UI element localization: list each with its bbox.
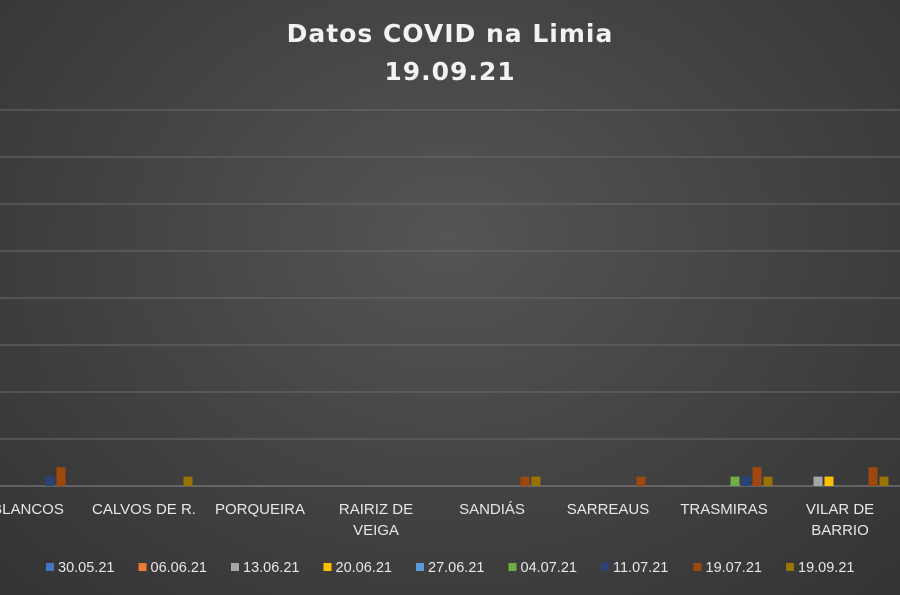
bar	[520, 476, 530, 486]
category-label: VEIGA	[353, 522, 399, 539]
legend-swatch	[138, 563, 147, 571]
category-label: TRASMIRAS	[680, 501, 768, 518]
legend-label: 06.06.21	[151, 560, 207, 576]
category-labels: BLANCOS CALVOS DE R. PORQUEIRA RAIRIZ DE VEI…	[0, 501, 874, 539]
bar	[813, 476, 823, 486]
bars	[45, 467, 889, 486]
legend-label: 19.07.21	[706, 560, 762, 576]
legend-swatch	[46, 563, 54, 571]
bar	[763, 476, 773, 486]
chart-subtitle: 19.09.21	[384, 57, 515, 86]
category-label: RAIRIZ DE	[339, 501, 413, 518]
legend-swatch	[693, 563, 702, 571]
legend-label: 20.06.21	[336, 560, 392, 576]
bar	[868, 467, 878, 486]
category-label: BARRIO	[811, 522, 869, 539]
category-label: SARREAUS	[567, 501, 650, 518]
bar	[636, 476, 646, 486]
bar	[752, 467, 762, 486]
legend-label: 27.06.21	[428, 560, 484, 576]
legend-label: 30.05.21	[58, 560, 114, 576]
legend-swatch	[786, 563, 794, 571]
legend: 30.05.21 06.06.21 13.06.21 20.06.21 27.06.21…	[46, 560, 854, 576]
legend-label: 11.07.21	[613, 560, 668, 576]
legend-swatch	[231, 563, 239, 571]
legend-swatch	[508, 563, 517, 571]
bar	[531, 476, 541, 486]
bar	[879, 476, 889, 486]
category-label: BLANCOS	[0, 501, 64, 518]
gridlines	[0, 109, 900, 487]
bar	[741, 476, 751, 486]
bar	[824, 476, 834, 486]
bar	[730, 476, 740, 486]
legend-label: 04.07.21	[521, 560, 577, 576]
legend-label: 13.06.21	[243, 560, 299, 576]
legend-swatch	[323, 563, 332, 571]
category-label: VILAR DE	[806, 501, 874, 518]
bar	[56, 467, 66, 486]
legend-swatch	[601, 563, 609, 571]
legend-label: 19.09.21	[798, 560, 854, 576]
bar	[183, 476, 193, 486]
chart-title: Datos COVID na Limia	[287, 19, 614, 48]
legend-swatch	[416, 563, 424, 571]
category-label: CALVOS DE R.	[92, 501, 196, 518]
category-label: PORQUEIRA	[215, 501, 305, 518]
category-label: SANDIÁS	[459, 501, 525, 518]
bar	[45, 476, 55, 486]
